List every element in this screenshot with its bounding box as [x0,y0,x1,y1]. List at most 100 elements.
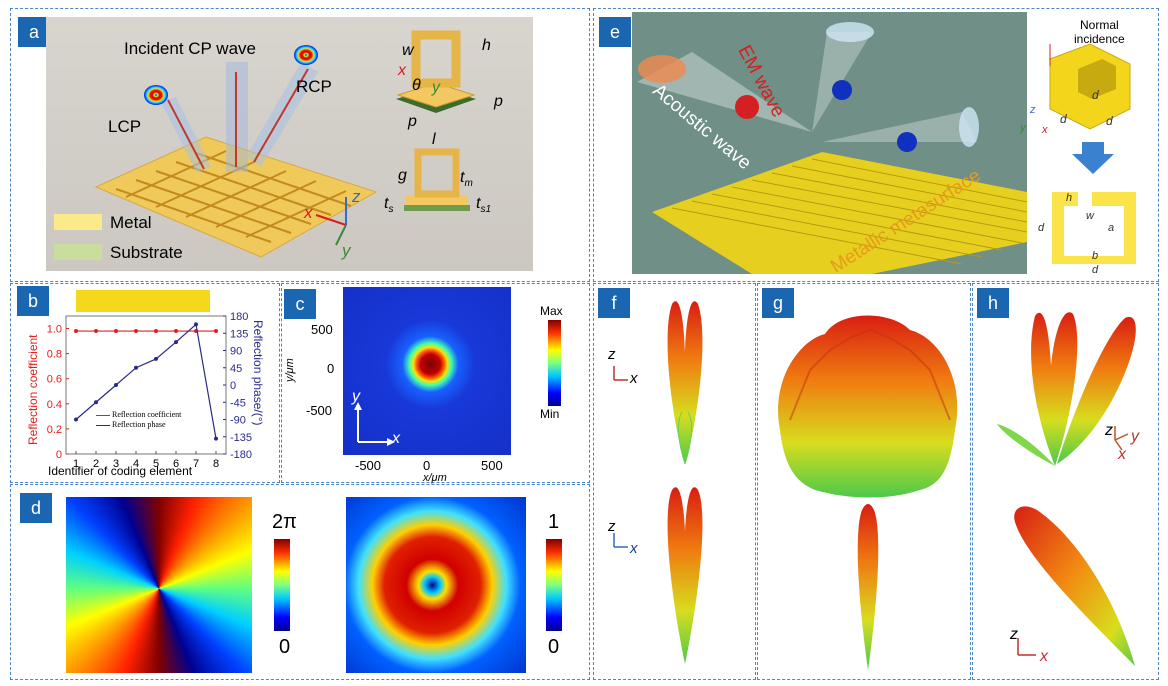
coding-element-strip [76,290,210,312]
right-tick-label: -180 [230,449,252,461]
f-axis-x2: x [630,540,638,557]
h-axis-z1: z [1105,422,1113,439]
right-tick-label: 180 [230,311,248,323]
phase-point [174,340,178,345]
dim-d-2: d [1060,112,1067,126]
right-tick-label: 0 [230,380,236,392]
metasurface-grooves [671,158,1028,265]
panel-c [281,283,590,483]
c-axis-x: x [392,430,400,447]
h-lobe-bottom [1014,506,1135,666]
legend-substrate: Substrate [110,243,183,262]
d-phase-spiral [66,497,252,673]
panel-a-figure: Incident CP wave LCP RCP Metal Substrate… [46,17,533,271]
panel-d-tag: d [20,493,52,523]
x-tick-label: 7 [193,458,199,470]
cone-up-top [826,22,874,42]
f-lobe-top [667,301,703,464]
axis-z-label: z [352,187,361,206]
panel-e [593,8,1159,282]
d-cbar1-top: 2π [272,511,297,533]
label-incident: Incident CP wave [124,39,256,58]
legend-metal: Metal [110,213,152,232]
h-lobe-top-right [1057,316,1136,464]
dim-tm: tm [460,169,473,190]
panel-a-tag: a [18,17,50,47]
acoustic-source [638,55,686,83]
rcp-wave [253,68,309,163]
panel-c-tag: c [284,289,316,319]
b-ylabel-right: Reflection phase/(°) [251,320,265,426]
left-tick-label: 0.2 [47,424,62,436]
x-tick-label: 4 [133,458,139,470]
panel-h-tag: h [977,288,1009,318]
dim-a: a [1108,222,1115,234]
c-xlabel: x/μm [423,472,447,484]
g-radiation-patterns [778,315,958,670]
d-amplitude-map [346,497,526,673]
chart-axes: 1.00.80.60.40.2018013590450-45-90-135-18… [47,311,252,470]
phase-point [214,436,218,441]
lcp-wave [167,99,205,170]
h-axis-z2: z [1010,626,1018,643]
left-tick-label: 0 [56,449,62,461]
dim-p-left: p [408,113,417,130]
g-multi-lobe [778,315,958,498]
left-tick-label: 0.8 [47,349,62,361]
c-xtick-500: 500 [481,458,503,473]
phase-point [74,417,78,422]
panel-e-tag: e [599,17,631,47]
axis-y: y [1020,122,1026,134]
axis-y-label: y [342,241,351,260]
right-tick-label: 135 [230,328,248,340]
left-tick-label: 1.0 [47,324,62,336]
panel-f [593,283,756,680]
coef-point [154,329,158,334]
x-tick-label: 5 [153,458,159,470]
metasurface-plate [94,136,378,258]
dim-d-3: d [1106,114,1113,128]
f-axes [613,366,628,548]
b-xlabel: Identifier of coding element [48,464,193,478]
rcp-spot [294,45,318,65]
label-rcp: RCP [296,77,332,96]
dim-y: y [432,79,440,96]
acoustic-sphere-2 [897,132,917,152]
c-ytick-500: 500 [311,322,333,337]
c-colorbar [548,320,561,406]
dim-x: x [398,62,406,79]
panel-f-tag: f [598,288,630,318]
label-lcp: LCP [108,117,142,136]
dim-g: g [398,167,407,184]
dim-ts1: ts1 [476,195,492,216]
phase-point [194,322,198,327]
c-ylabel: y/μm [284,358,296,382]
panel-e-figure: EM wave Acoustic wave Metallic metasurfa… [632,12,1028,278]
label-normal-incidence: Normal incidence [1074,18,1125,46]
panel-b [10,283,280,483]
c-xtick-0: 0 [423,458,431,473]
f-axis-z2: z [608,518,616,535]
legend-phase: Reflection phase [112,420,166,429]
x-tick-label: 1 [73,458,79,470]
unit-cell-3d-groove [1078,59,1116,99]
panel-a [10,8,590,282]
down-arrow [1072,142,1114,174]
unit-cell-ring [411,30,461,88]
c-cbar-min: Min [540,407,560,421]
coef-point [214,329,218,334]
c-ytick-0: 0 [327,361,335,376]
f-radiation-patterns [667,301,703,664]
b-ylabel-left: Reflection coefficient [26,334,40,445]
phase-point [154,356,158,361]
d-cbar2-top: 1 [548,511,560,533]
legend-metal-swatch [54,214,102,230]
right-tick-label: -45 [230,397,246,409]
axis-y-arrow [335,224,347,246]
right-tick-label: 45 [230,363,242,375]
panel-d [10,484,590,680]
f-axis-x1: x [630,370,638,387]
d-cbar2-bottom: 0 [548,636,560,658]
metasurface-plate [652,152,1027,274]
panel-g [757,283,971,680]
